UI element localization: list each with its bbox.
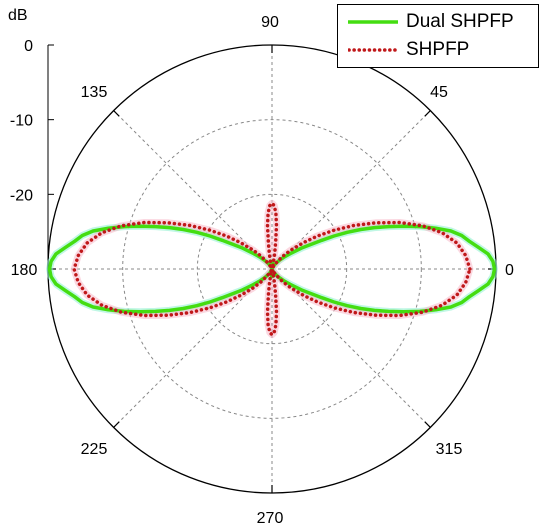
angle-tick-label: 315 xyxy=(436,441,463,458)
tick-label-layer: 0 -10 -20 0 45 90 135 180 225 270 315 xyxy=(10,14,514,527)
legend-item-shpfp: SHPFP xyxy=(348,37,469,63)
legend-label-shpfp: SHPFP xyxy=(406,39,470,60)
angle-tick-label: 90 xyxy=(261,14,279,31)
angle-tick-label: 0 xyxy=(505,262,514,279)
series-layer xyxy=(46,199,498,339)
legend: Dual SHPFP SHPFP xyxy=(337,4,539,68)
angle-tick-label: 135 xyxy=(81,84,108,101)
angle-tick-label: 180 xyxy=(11,262,38,279)
radial-unit-label: dB xyxy=(8,7,28,24)
angle-tick-mark xyxy=(113,110,120,117)
radial-tick-label: 0 xyxy=(24,38,33,55)
angle-tick-label: 45 xyxy=(430,84,448,101)
radial-tick-label: -20 xyxy=(10,187,33,204)
legend-item-dual-shpfp: Dual SHPFP xyxy=(348,9,514,35)
angle-tick-mark xyxy=(424,110,431,117)
series-line-shpfp xyxy=(72,201,472,337)
series-line-dual-shpfp xyxy=(47,224,497,314)
angle-tick-label: 270 xyxy=(257,510,284,527)
legend-swatch-dotted xyxy=(348,48,398,52)
radial-tick-label: -10 xyxy=(10,113,33,130)
grid-ring xyxy=(122,119,422,419)
angle-tick-mark xyxy=(113,421,120,428)
legend-swatch-solid xyxy=(348,20,398,24)
angle-tick-mark xyxy=(424,421,431,428)
angle-tick-label: 225 xyxy=(81,441,108,458)
legend-label-dual-shpfp: Dual SHPFP xyxy=(406,11,514,32)
